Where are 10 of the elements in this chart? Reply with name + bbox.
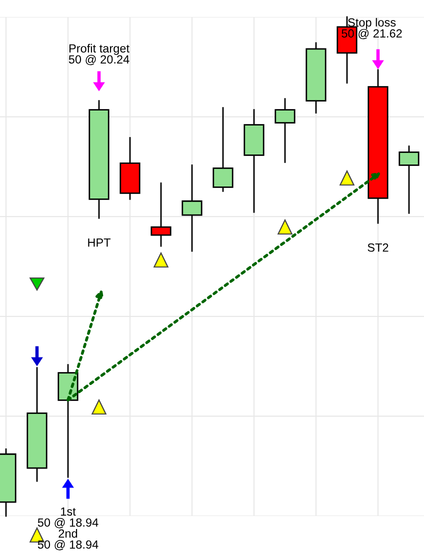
annotation: HPT <box>88 238 111 247</box>
annotation: ST2 <box>368 243 388 252</box>
candlestick <box>212 107 234 192</box>
candlestick <box>182 164 202 252</box>
annotation: Profit target 50 @ 20.24 <box>68 44 130 66</box>
annotation: Stop loss 50 @ 21.62 <box>342 18 402 40</box>
candlestick <box>398 146 420 214</box>
candlestick <box>150 182 172 247</box>
candlestick <box>274 98 296 163</box>
annotation: 1st 50 @ 18.94 2nd 50 @ 18.94 <box>38 507 98 550</box>
